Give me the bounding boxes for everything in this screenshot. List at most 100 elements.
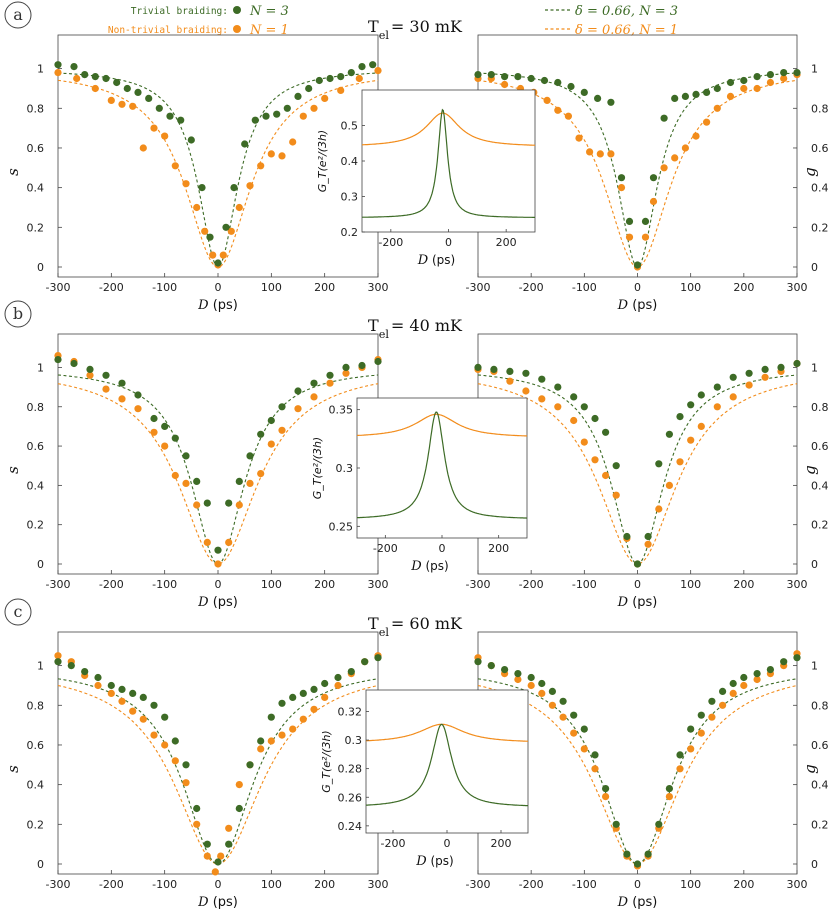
data-point-trivial bbox=[214, 259, 222, 267]
data-point-trivial bbox=[623, 850, 631, 858]
data-point-trivial bbox=[113, 78, 121, 87]
y-tick-label: 0.8 bbox=[811, 699, 829, 712]
inset-y-axis-label: G_T(e²/(3h) bbox=[320, 730, 333, 792]
x-tick-label: 200 bbox=[733, 281, 754, 294]
y-tick-label: 0.2 bbox=[27, 221, 45, 234]
data-point-trivial bbox=[198, 184, 206, 192]
data-point-trivial bbox=[326, 74, 334, 83]
data-point-trivial bbox=[193, 477, 201, 485]
x-tick-label: -200 bbox=[519, 281, 544, 294]
data-point-trivial bbox=[358, 361, 366, 370]
inset-orange-curve bbox=[366, 723, 529, 742]
left-y-axis-label: s bbox=[4, 168, 22, 176]
data-point-nontrivial bbox=[257, 745, 265, 753]
data-point-nontrivial bbox=[257, 162, 265, 170]
left-plot-frame bbox=[57, 34, 379, 278]
data-point-trivial bbox=[278, 403, 286, 411]
data-point-nontrivial bbox=[687, 745, 695, 753]
data-point-nontrivial bbox=[193, 203, 201, 212]
data-point-nontrivial bbox=[713, 403, 721, 411]
data-point-trivial bbox=[697, 391, 705, 399]
data-point-nontrivial bbox=[310, 393, 318, 401]
data-point-nontrivial bbox=[214, 560, 222, 568]
data-point-trivial bbox=[222, 223, 230, 231]
inset-y-tick-label: 0.35 bbox=[329, 404, 354, 417]
inset-x-tick-label: 0 bbox=[444, 837, 451, 850]
data-point-nontrivial bbox=[246, 182, 254, 190]
data-point-nontrivial bbox=[753, 84, 761, 93]
data-point-nontrivial bbox=[171, 162, 179, 170]
inset-y-tick-label: 0.3 bbox=[345, 734, 363, 747]
data-point-trivial bbox=[374, 357, 382, 366]
inset-green-curve bbox=[365, 723, 529, 807]
fit-curve-n1 bbox=[477, 383, 798, 565]
data-point-nontrivial bbox=[753, 675, 761, 684]
data-point-trivial bbox=[70, 63, 78, 71]
y-tick-label: 0.8 bbox=[27, 401, 45, 414]
data-point-trivial bbox=[134, 391, 142, 399]
x-tick-label: -100 bbox=[152, 878, 177, 891]
data-point-trivial bbox=[225, 499, 233, 507]
y-tick-label: 0.6 bbox=[811, 440, 829, 453]
data-point-nontrivial bbox=[665, 481, 674, 489]
data-point-trivial bbox=[522, 369, 530, 377]
data-point-trivial bbox=[177, 116, 185, 124]
data-point-trivial bbox=[766, 71, 775, 79]
data-point-trivial bbox=[193, 804, 201, 813]
x-tick-label: -300 bbox=[466, 281, 491, 294]
data-point-trivial bbox=[54, 356, 62, 364]
inset-x-tick-label: -200 bbox=[378, 236, 403, 249]
data-point-nontrivial bbox=[602, 793, 610, 801]
x-tick-label: 300 bbox=[368, 281, 389, 294]
panel-label-circle bbox=[4, 598, 32, 626]
data-point-trivial bbox=[267, 713, 275, 721]
inset-green-curve bbox=[356, 411, 528, 519]
temperature-label: Tel = 60 mK bbox=[368, 614, 463, 639]
left-plot-frame bbox=[57, 333, 379, 575]
data-point-nontrivial bbox=[602, 471, 610, 480]
data-point-trivial bbox=[369, 61, 377, 69]
data-point-trivial bbox=[527, 74, 535, 83]
data-point-nontrivial bbox=[697, 422, 705, 430]
data-point-nontrivial bbox=[102, 385, 110, 393]
data-point-trivial bbox=[347, 668, 355, 676]
data-point-trivial bbox=[793, 359, 801, 368]
inset-y-tick-label: 0.3 bbox=[336, 462, 354, 475]
data-point-trivial bbox=[289, 693, 297, 702]
data-point-trivial bbox=[235, 477, 243, 485]
data-point-trivial bbox=[91, 73, 99, 81]
data-point-nontrivial bbox=[278, 152, 286, 160]
data-point-trivial bbox=[474, 363, 482, 371]
y-tick-label: 0.6 bbox=[27, 440, 45, 453]
data-point-nontrivial bbox=[193, 820, 201, 828]
x-tick-label: -300 bbox=[46, 878, 71, 891]
data-point-nontrivial bbox=[182, 180, 190, 188]
data-point-nontrivial bbox=[203, 852, 211, 860]
data-point-trivial bbox=[166, 112, 174, 120]
data-point-nontrivial bbox=[267, 440, 275, 448]
x-tick-label: 300 bbox=[787, 281, 808, 294]
data-point-nontrivial bbox=[161, 442, 169, 450]
data-point-trivial bbox=[740, 76, 748, 85]
data-point-nontrivial bbox=[118, 395, 126, 403]
data-point-nontrivial bbox=[554, 403, 562, 411]
data-point-trivial bbox=[262, 112, 270, 120]
x-tick-label: -200 bbox=[519, 578, 544, 591]
inset-y-tick-label: 0.25 bbox=[329, 520, 354, 533]
data-point-trivial bbox=[374, 654, 382, 662]
data-point-nontrivial bbox=[337, 86, 345, 94]
data-point-trivial bbox=[713, 383, 721, 391]
data-point-trivial bbox=[665, 430, 674, 438]
x-tick-label: -100 bbox=[572, 878, 597, 891]
data-point-trivial bbox=[203, 840, 211, 848]
data-point-nontrivial bbox=[289, 725, 297, 733]
data-point-nontrivial bbox=[171, 757, 179, 765]
data-point-trivial bbox=[729, 373, 737, 381]
data-point-nontrivial bbox=[766, 78, 775, 87]
data-point-trivial bbox=[305, 84, 313, 93]
left-y-axis-label: s bbox=[4, 765, 22, 773]
data-point-trivial bbox=[203, 499, 211, 507]
